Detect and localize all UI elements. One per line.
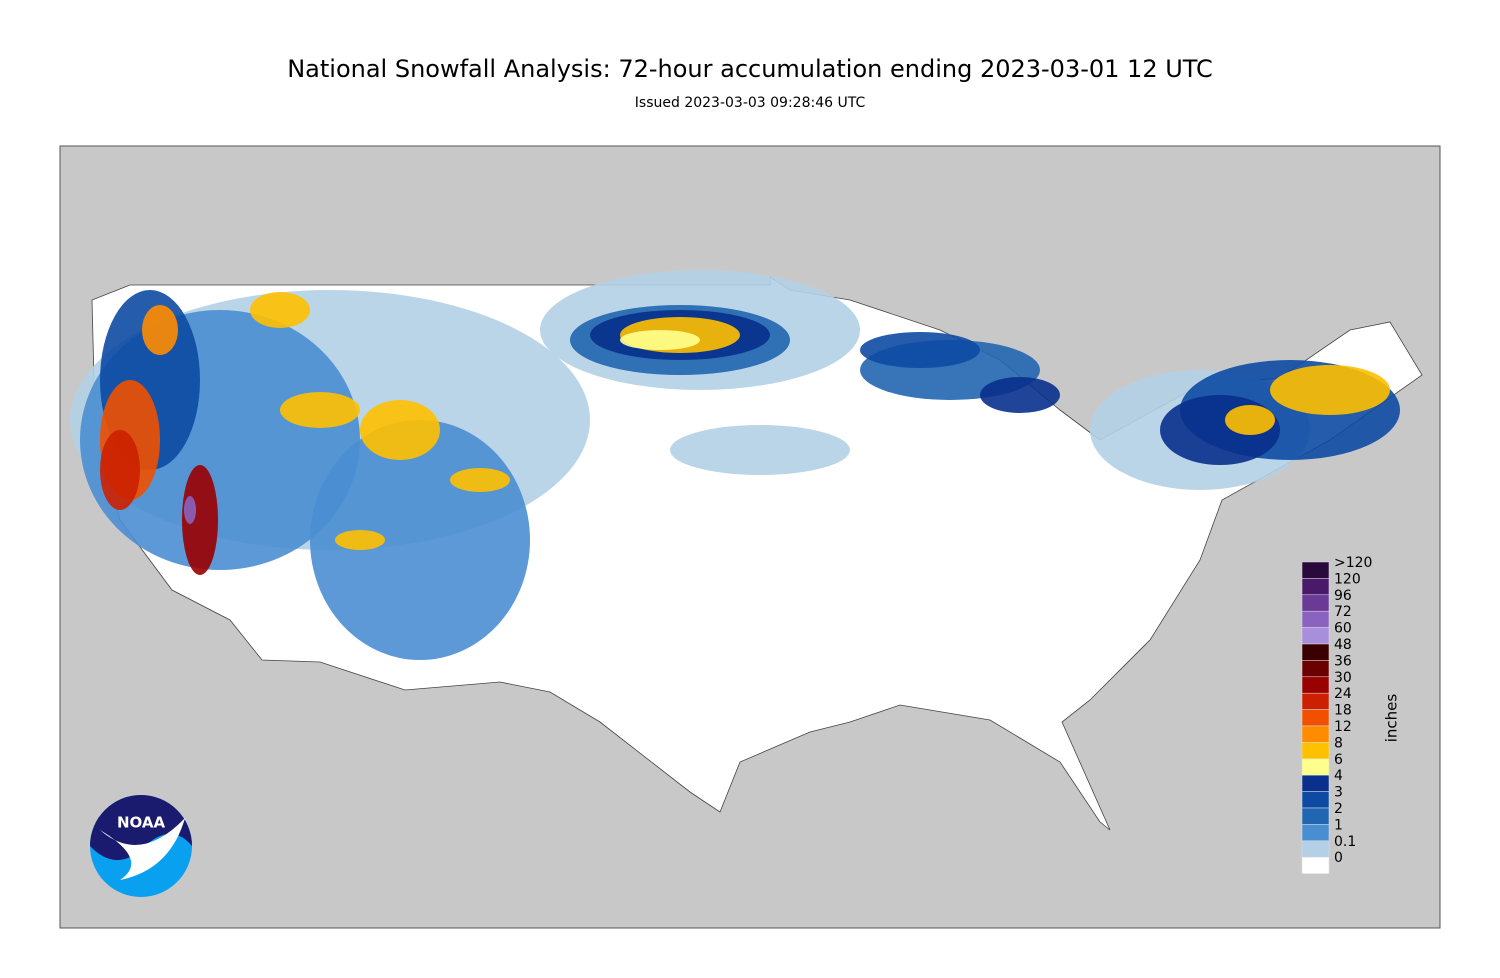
legend-swatch bbox=[1301, 840, 1330, 858]
snow-area bbox=[184, 496, 196, 524]
snow-area bbox=[450, 468, 510, 492]
legend-label: 6 bbox=[1334, 752, 1343, 768]
snow-area bbox=[250, 292, 310, 328]
snow-area bbox=[860, 332, 980, 368]
snow-area bbox=[1270, 365, 1390, 415]
legend-label: 8 bbox=[1334, 735, 1343, 751]
legend-swatch bbox=[1301, 594, 1330, 612]
legend-unit: inches bbox=[1383, 694, 1401, 743]
legend-swatch bbox=[1301, 709, 1330, 727]
legend-label: 12 bbox=[1334, 719, 1352, 735]
legend-swatch bbox=[1301, 578, 1330, 596]
legend: inches >1201209672604836302418128643210.… bbox=[1301, 555, 1401, 874]
logo-gull bbox=[100, 818, 185, 880]
legend-swatch bbox=[1301, 561, 1330, 579]
legend-label: 72 bbox=[1334, 604, 1352, 620]
legend-label: 3 bbox=[1334, 785, 1343, 801]
logo-top bbox=[90, 795, 192, 861]
legend-label: 24 bbox=[1334, 686, 1352, 702]
legend-swatch bbox=[1301, 742, 1330, 760]
snowfall-areas bbox=[70, 270, 1400, 660]
snow-area bbox=[142, 305, 178, 355]
snow-area bbox=[100, 430, 140, 510]
legend-label: 18 bbox=[1334, 703, 1352, 719]
snow-area bbox=[670, 425, 850, 475]
legend-label: 0 bbox=[1334, 850, 1343, 866]
legend-label: 36 bbox=[1334, 653, 1352, 669]
legend-label: 60 bbox=[1334, 621, 1352, 637]
legend-label: 1 bbox=[1334, 817, 1343, 833]
legend-swatch bbox=[1301, 791, 1330, 809]
legend-label: 30 bbox=[1334, 670, 1352, 686]
snow-area bbox=[182, 465, 218, 575]
snow-area bbox=[620, 330, 700, 350]
legend-swatch bbox=[1301, 856, 1330, 874]
legend-swatch bbox=[1301, 725, 1330, 743]
logo-text: NOAA bbox=[117, 814, 166, 832]
snow-area bbox=[335, 530, 385, 550]
legend-swatch bbox=[1301, 660, 1330, 678]
legend-swatch bbox=[1301, 807, 1330, 825]
legend-label: 120 bbox=[1334, 571, 1361, 587]
legend-label: 2 bbox=[1334, 801, 1343, 817]
legend-swatch bbox=[1301, 610, 1330, 628]
legend-swatch bbox=[1301, 824, 1330, 842]
snow-area bbox=[1225, 405, 1275, 435]
title: National Snowfall Analysis: 72-hour accu… bbox=[287, 55, 1213, 83]
legend-swatch bbox=[1301, 774, 1330, 792]
legend-label: 0.1 bbox=[1334, 834, 1356, 850]
snow-area bbox=[360, 400, 440, 460]
subtitle: Issued 2023-03-03 09:28:46 UTC bbox=[635, 95, 866, 111]
legend-swatch bbox=[1301, 692, 1330, 710]
legend-swatch bbox=[1301, 643, 1330, 661]
legend-swatch bbox=[1301, 676, 1330, 694]
legend-label: 96 bbox=[1334, 588, 1352, 604]
legend-label: 48 bbox=[1334, 637, 1352, 653]
legend-swatch bbox=[1301, 627, 1330, 645]
snow-area bbox=[280, 392, 360, 428]
legend-swatch bbox=[1301, 758, 1330, 776]
noaa-logo: NOAA bbox=[90, 795, 192, 897]
legend-label: 4 bbox=[1334, 768, 1343, 784]
legend-label: >120 bbox=[1334, 555, 1372, 571]
snow-area bbox=[980, 377, 1060, 413]
